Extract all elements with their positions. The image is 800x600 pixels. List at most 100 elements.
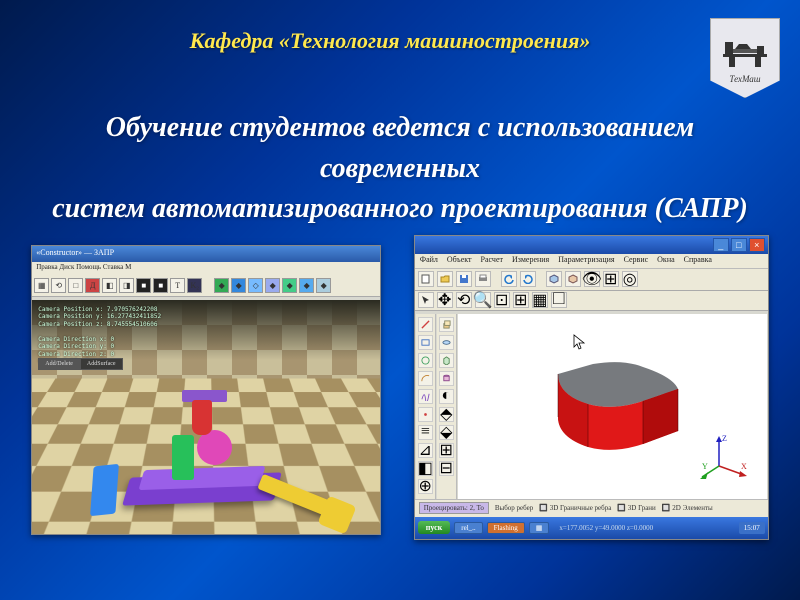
menu-item[interactable]: Параметризация — [558, 255, 614, 267]
tool-button[interactable]: ⊞ — [439, 443, 454, 458]
status-tab[interactable]: Выбор ребер — [495, 504, 533, 512]
left-toolbar[interactable]: ▦ ⟲ □ Д ◧ ◨ ■ ■ T K₂ ◆ ◆ ◇ ◆ ◆ ◆ ◆ — [32, 275, 380, 297]
right-side-toolbar-1[interactable]: ≡ ⊿ ◧ ⊕ — [416, 314, 436, 499]
status-tab[interactable]: 🔲 3D Граничные ребра — [539, 504, 611, 512]
camera-hud: Camera Position x: 7.970576242208 Camera… — [38, 306, 161, 366]
tool-button[interactable]: ▦ — [34, 278, 49, 293]
maximize-button[interactable]: □ — [731, 238, 747, 252]
part-base-upper[interactable] — [139, 466, 266, 490]
cam-model[interactable] — [538, 359, 698, 469]
tool-button[interactable]: ◐ — [439, 389, 454, 404]
menu-item[interactable]: Объект — [447, 255, 472, 267]
tab-add-surface[interactable]: AddSurface — [80, 358, 123, 370]
tool-button[interactable] — [418, 271, 434, 287]
menu-item[interactable]: Справка — [684, 255, 712, 267]
tool-button[interactable]: 🞎 — [551, 292, 567, 308]
tool-button[interactable] — [418, 335, 433, 350]
taskbar-button[interactable]: ▦ — [529, 522, 550, 534]
tool-button[interactable]: ▦ — [532, 292, 548, 308]
right-titlebar: _ □ × — [415, 236, 768, 254]
left-3d-viewport[interactable]: Camera Position x: 7.970576242208 Camera… — [32, 300, 380, 534]
right-3d-viewport[interactable]: Z X Y — [458, 314, 767, 499]
tool-button[interactable]: K₂ — [187, 278, 202, 293]
menu-item[interactable]: Измерения — [512, 255, 549, 267]
tool-button[interactable]: ⟲ — [456, 292, 472, 308]
menu-item[interactable]: Расчет — [481, 255, 503, 267]
tool-button[interactable]: ◆ — [282, 278, 297, 293]
tab-add-delete[interactable]: Add/Delete — [38, 358, 80, 370]
tool-button[interactable] — [439, 335, 454, 350]
tool-button[interactable]: ◆ — [299, 278, 314, 293]
tool-button[interactable]: ⊞ — [603, 271, 619, 287]
tool-button[interactable]: ⟲ — [51, 278, 66, 293]
tool-button[interactable]: ◆ — [265, 278, 280, 293]
tool-button[interactable] — [418, 353, 433, 368]
tool-button[interactable]: ◆ — [231, 278, 246, 293]
tool-button[interactable]: Д — [85, 278, 100, 293]
tool-button[interactable] — [418, 407, 433, 422]
tool-button[interactable] — [546, 271, 562, 287]
tool-button[interactable] — [439, 371, 454, 386]
left-menubar[interactable]: Правка Диск Помощь Ставка М — [32, 262, 380, 275]
tool-button[interactable]: ⊿ — [418, 443, 433, 458]
tool-button[interactable]: ◧ — [418, 461, 433, 476]
tool-button[interactable]: ◆ — [214, 278, 229, 293]
tool-button[interactable]: T — [170, 278, 185, 293]
menu-item[interactable]: Файл — [420, 255, 438, 267]
tool-button[interactable]: ■ — [136, 278, 151, 293]
tool-button[interactable] — [439, 353, 454, 368]
tool-button[interactable] — [418, 292, 434, 308]
tool-button[interactable]: ≡ — [418, 425, 433, 440]
axis-x-label: X — [741, 462, 747, 471]
right-menubar[interactable]: Файл Объект Расчет Измерения Параметриза… — [415, 254, 768, 269]
start-button[interactable]: пуск — [418, 521, 451, 534]
left-viewport-tabs[interactable]: Add/Delete AddSurface — [38, 358, 122, 370]
tool-button[interactable]: ✥ — [437, 292, 453, 308]
tool-button[interactable] — [418, 371, 433, 386]
status-chip[interactable]: Проецировать: 2, To — [419, 502, 489, 514]
taskbar-button[interactable]: rel_.. — [454, 522, 482, 534]
menu-item[interactable]: Сервис — [624, 255, 649, 267]
tool-button[interactable]: 👁 — [584, 271, 600, 287]
tool-button[interactable] — [418, 317, 433, 332]
minimize-button[interactable]: _ — [713, 238, 729, 252]
tool-button[interactable]: ◧ — [102, 278, 117, 293]
menu-item[interactable]: Окна — [657, 255, 675, 267]
tool-button[interactable]: ⊕ — [418, 479, 433, 494]
part-blue[interactable] — [90, 464, 119, 516]
tool-button[interactable] — [439, 317, 454, 332]
tool-button[interactable]: ⊞ — [513, 292, 529, 308]
tool-button[interactable]: 🔍 — [475, 292, 491, 308]
tool-button[interactable]: ⊡ — [494, 292, 510, 308]
tool-button[interactable] — [520, 271, 536, 287]
tool-button[interactable] — [475, 271, 491, 287]
status-tab[interactable]: 🔲 3D Грани — [617, 504, 655, 512]
tool-button[interactable] — [456, 271, 472, 287]
print-icon — [478, 274, 488, 284]
tool-button[interactable]: ⊟ — [439, 461, 454, 476]
tool-button[interactable]: ◇ — [248, 278, 263, 293]
tool-button[interactable]: ■ — [153, 278, 168, 293]
part-red-cylinder[interactable] — [192, 400, 212, 435]
new-icon — [421, 274, 431, 284]
tool-button[interactable]: ⬙ — [439, 425, 454, 440]
tool-button[interactable] — [565, 271, 581, 287]
right-toolbar-2[interactable]: ✥ ⟲ 🔍 ⊡ ⊞ ▦ 🞎 — [415, 291, 768, 311]
part-magenta-wheel[interactable] — [197, 430, 232, 465]
tool-button[interactable]: □ — [68, 278, 83, 293]
taskbar-button[interactable]: Flashing — [487, 522, 525, 534]
tool-button[interactable] — [501, 271, 517, 287]
status-tab[interactable]: 🔲 2D Элементы — [662, 504, 713, 512]
tool-button[interactable]: ⬘ — [439, 407, 454, 422]
point-icon — [421, 410, 430, 419]
right-side-toolbar-2[interactable]: ◐ ⬘ ⬙ ⊞ ⊟ — [437, 314, 457, 499]
close-button[interactable]: × — [749, 238, 765, 252]
right-toolbar-1[interactable]: 👁 ⊞ ◎ — [415, 269, 768, 291]
tool-button[interactable]: ◆ — [316, 278, 331, 293]
tool-button[interactable] — [418, 389, 433, 404]
tool-button[interactable]: ◨ — [119, 278, 134, 293]
tool-button[interactable] — [437, 271, 453, 287]
tool-button[interactable]: ◎ — [622, 271, 638, 287]
right-taskbar[interactable]: пуск rel_.. Flashing ▦ x=177.0052 y=49.0… — [415, 517, 768, 539]
part-green-column[interactable] — [172, 435, 194, 480]
